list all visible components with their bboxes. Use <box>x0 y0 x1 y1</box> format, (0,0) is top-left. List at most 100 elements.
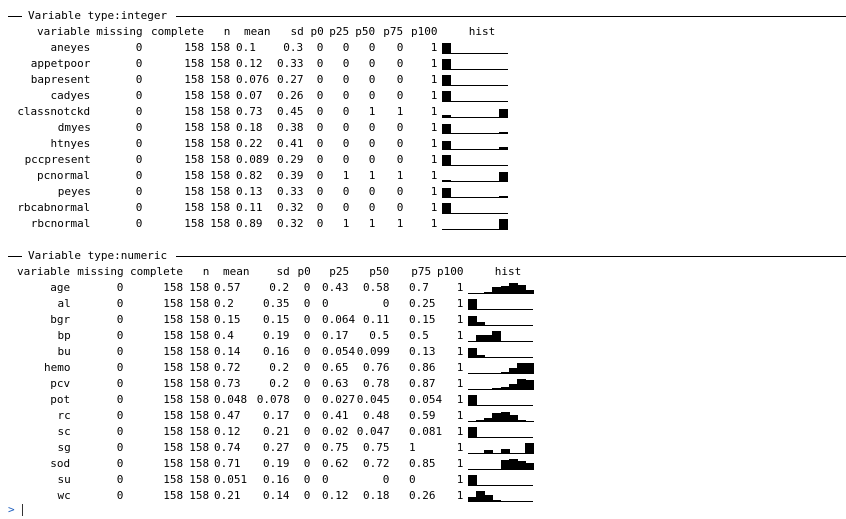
cell-p100: 1 <box>456 393 464 406</box>
hist-baseline <box>442 181 507 182</box>
cell-p75: 0 <box>396 185 404 198</box>
table-row: htnyes 0 158 158 0.22 0.41 0 0 0 0 1 <box>0 136 846 152</box>
table-row: sod 0 158 158 0.71 0.19 0 0.62 0.72 0.85 1 <box>0 456 846 472</box>
hist-bar <box>468 373 477 374</box>
cell-p75: 0 <box>396 137 404 150</box>
cell-mean: 0.051 <box>214 473 248 486</box>
cell-p0: 0 <box>316 105 324 118</box>
cell-p0: 0 <box>303 457 311 470</box>
cell-p75: 0 <box>396 41 404 54</box>
column-header-p50: p50 <box>369 265 390 278</box>
cell-p25: 0.43 <box>322 281 349 294</box>
text-cursor[interactable] <box>22 504 23 516</box>
hist-bar <box>492 413 502 422</box>
hist-bar <box>442 75 451 86</box>
cell-p100: 1 <box>456 361 464 374</box>
cell-n: 158 <box>189 409 210 422</box>
cell-p50: 0 <box>382 297 390 310</box>
hist-bar <box>468 348 477 358</box>
column-header-p75: p75 <box>383 25 404 38</box>
hist-baseline <box>442 101 507 102</box>
cell-mean: 0.11 <box>236 201 263 214</box>
hist-bar <box>468 341 477 342</box>
hist-bar <box>492 373 502 374</box>
hist-bar <box>492 357 502 358</box>
hist-bar <box>442 91 451 102</box>
hist-bar <box>442 59 451 70</box>
cell-sd: 0.16 <box>263 345 290 358</box>
cell-variable: bgr <box>50 313 71 326</box>
hist-bar <box>442 203 451 214</box>
table-row: su 0 158 158 0.051 0.16 0 0 0 0 1 <box>0 472 846 488</box>
cell-p75: 0.25 <box>409 297 436 310</box>
hist-bar <box>476 491 486 502</box>
cell-p0: 0 <box>303 297 311 310</box>
cell-missing: 0 <box>116 281 124 294</box>
cell-mean: 0.89 <box>236 217 263 230</box>
hist-bar <box>442 43 451 54</box>
cell-missing: 0 <box>116 313 124 326</box>
cell-p100: 1 <box>456 345 464 358</box>
hist-bar <box>484 335 494 342</box>
cell-p0: 0 <box>303 473 311 486</box>
cell-complete: 158 <box>184 57 205 70</box>
hist-bar <box>508 283 518 294</box>
hist-bar <box>516 420 526 422</box>
hist-sparkline <box>442 56 508 72</box>
hist-sparkline <box>468 488 533 504</box>
hist-sparkline <box>442 216 508 232</box>
cell-p50: 1 <box>368 217 376 230</box>
cell-p100: 1 <box>456 489 464 502</box>
cell-p25: 0 <box>322 473 329 486</box>
header-rule <box>176 256 846 257</box>
hist-sparkline <box>442 152 508 168</box>
hist-bar <box>508 459 518 470</box>
cell-p75: 0.59 <box>409 409 436 422</box>
cell-p50: 0.75 <box>363 441 390 454</box>
cell-variable: pccpresent <box>24 153 91 166</box>
column-header-missing: missing <box>77 265 124 278</box>
cell-p25: 0.02 <box>322 425 349 438</box>
cell-missing: 0 <box>135 57 143 70</box>
cell-p100: 1 <box>430 73 438 86</box>
table-row: pcv 0 158 158 0.73 0.2 0 0.63 0.78 0.87 1 <box>0 376 846 392</box>
cell-p50: 0 <box>368 73 376 86</box>
column-header-variable: variable <box>37 25 91 38</box>
cell-p75: 0 <box>396 57 404 70</box>
cell-p100: 1 <box>456 377 464 390</box>
column-header-p100: p100 <box>437 265 464 278</box>
cell-complete: 158 <box>163 441 184 454</box>
hist-bar <box>484 373 494 374</box>
cell-missing: 0 <box>116 377 124 390</box>
cell-variable: aneyes <box>50 41 91 54</box>
hist-bar <box>498 172 508 182</box>
cell-p0: 0 <box>303 409 311 422</box>
hist-sparkline <box>468 312 533 328</box>
hist-bar <box>498 196 508 198</box>
hist-sparkline <box>442 72 508 88</box>
table-row: sg 0 158 158 0.74 0.27 0 0.75 0.75 1 1 <box>0 440 846 456</box>
cell-p0: 0 <box>303 393 311 406</box>
cell-mean: 0.2 <box>214 297 234 310</box>
hist-sparkline <box>468 424 533 440</box>
cell-complete: 158 <box>184 121 205 134</box>
cell-n: 158 <box>189 297 210 310</box>
cell-variable: bp <box>57 329 71 342</box>
column-header-complete: complete <box>151 25 205 38</box>
cell-complete: 158 <box>163 409 184 422</box>
hist-baseline <box>468 309 533 310</box>
cell-missing: 0 <box>135 73 143 86</box>
cell-p25: 0 <box>342 89 350 102</box>
table-row: dmyes 0 158 158 0.18 0.38 0 0 0 0 1 <box>0 120 846 136</box>
cell-variable: rbcabnormal <box>17 201 91 214</box>
cell-p0: 0 <box>303 441 311 454</box>
hist-sparkline <box>442 40 508 56</box>
hist-bar <box>508 341 518 342</box>
hist-bar <box>498 109 508 118</box>
table-row: pcnormal 0 158 158 0.82 0.39 0 1 1 1 1 <box>0 168 846 184</box>
table-row: age 0 158 158 0.57 0.2 0 0.43 0.58 0.7 1 <box>0 280 846 296</box>
cell-sd: 0.14 <box>263 489 290 502</box>
cell-p75: 0.26 <box>409 489 436 502</box>
cell-p25: 0 <box>342 153 350 166</box>
hist-bar <box>508 384 518 390</box>
